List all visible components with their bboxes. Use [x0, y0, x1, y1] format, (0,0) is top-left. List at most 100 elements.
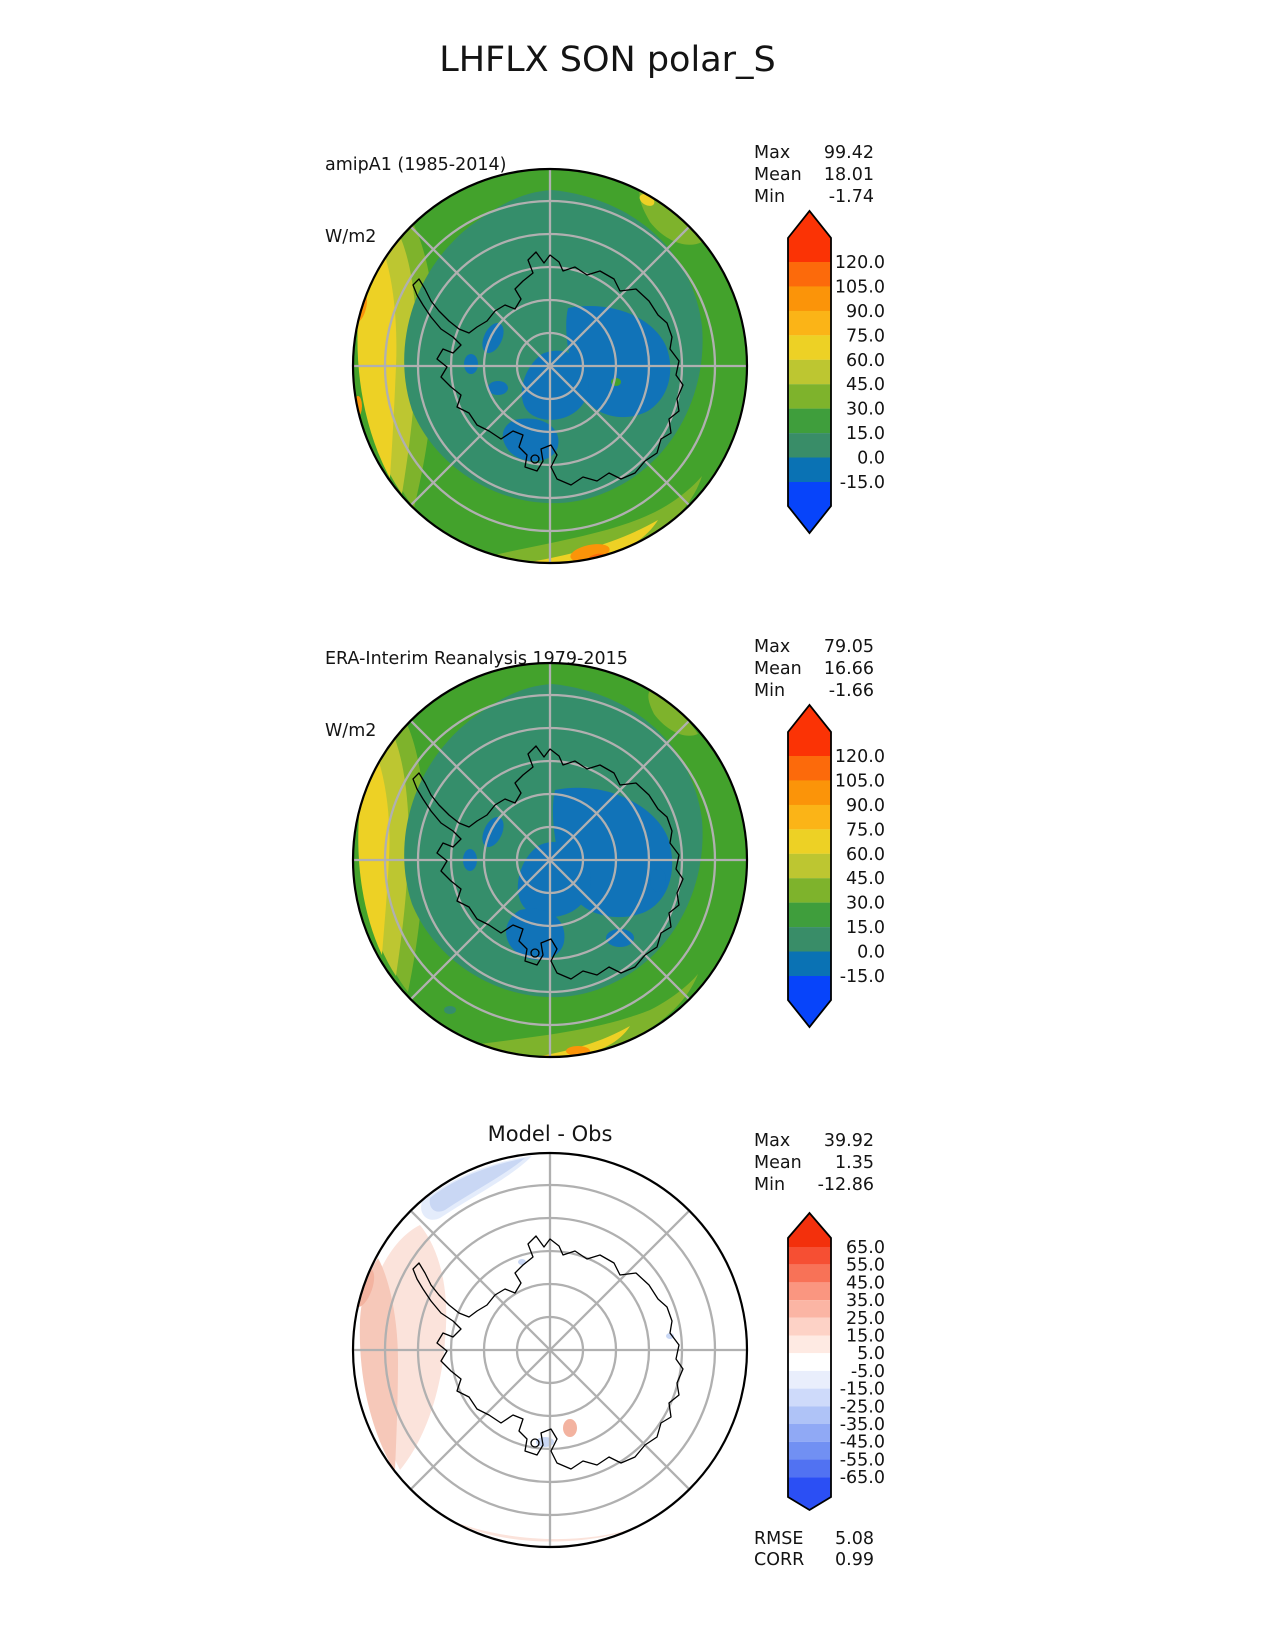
stat-value: 5.08 — [835, 1529, 874, 1549]
stat-label: Mean — [754, 659, 802, 679]
region-blue-spot — [488, 381, 508, 395]
colorbar-band — [788, 927, 831, 952]
panel-obs-units: W/m2 — [325, 721, 377, 741]
stat-row: Min -1.74 — [754, 186, 874, 208]
colorbar-tick: -15.0 — [840, 967, 885, 987]
colorbar-outline — [787, 703, 832, 1029]
figure-title: LHFLX SON polar_S — [439, 40, 776, 80]
colorbar-tick: 120.0 — [835, 253, 885, 273]
colorbar-band — [788, 1370, 831, 1389]
panel-model-units: W/m2 — [325, 227, 377, 247]
colorbar-outline — [787, 209, 832, 535]
stat-value: 16.66 — [823, 659, 874, 679]
colorbar-tick: 75.0 — [846, 820, 885, 840]
colorbar-tick: 65.0 — [846, 1238, 885, 1258]
map-boundary — [351, 167, 749, 565]
colorbar-band — [788, 1264, 831, 1283]
colorbar-band — [788, 384, 831, 409]
stat-label: Min — [754, 681, 786, 701]
region-lightblue-northwest — [429, 1158, 525, 1212]
stat-value: 1.35 — [835, 1153, 874, 1173]
colorbar-tick: -55.0 — [840, 1450, 885, 1470]
stat-value: 18.01 — [823, 165, 874, 185]
stat-label: Max — [754, 143, 791, 163]
region-teal-interior — [404, 684, 703, 998]
panel-diff-skill-scores: RMSE 5.08 CORR 0.99 — [754, 1529, 874, 1571]
colorbar-cap-top — [788, 705, 831, 756]
colorbar-cap-bottom — [788, 1477, 831, 1510]
colorbar-cap-bottom — [788, 976, 831, 1027]
colorbar-tick: 120.0 — [835, 747, 885, 767]
colorbar-band — [788, 902, 831, 928]
stat-label: Max — [754, 637, 791, 657]
region-blue-south — [502, 418, 559, 462]
colorbar-tick: 35.0 — [846, 1291, 885, 1311]
colorbar-band — [788, 286, 831, 311]
colorbar-cap-bottom — [788, 482, 831, 533]
map-diff — [351, 1151, 749, 1549]
colorbar-band — [788, 262, 831, 287]
colorbar-tick: 105.0 — [835, 277, 885, 297]
colorbar-tick: -15.0 — [840, 473, 885, 493]
stat-row: RMSE 5.08 — [754, 1529, 874, 1550]
colorbar-tick: 15.0 — [846, 1327, 885, 1347]
colorbar-diff: 65.0 55.0 45.0 35.0 25.0 15.0 5.0 -5.0 -… — [787, 1211, 885, 1512]
stat-row: Max 79.05 — [754, 636, 874, 658]
colorbar-band — [788, 335, 831, 360]
colorbar-tick: -65.0 — [840, 1468, 885, 1488]
stat-row: CORR 0.99 — [754, 1550, 874, 1571]
colorbar-band — [788, 804, 831, 830]
stat-label: Max — [754, 1131, 791, 1151]
colorbar-band — [788, 853, 831, 879]
colorbar-band — [788, 951, 831, 976]
colorbar-band — [788, 1317, 831, 1336]
colorbar-tick: -25.0 — [840, 1397, 885, 1417]
graticule — [351, 661, 749, 1059]
graticule — [351, 1151, 749, 1549]
colorbar-tick: 0.0 — [857, 943, 885, 963]
stat-label: Min — [754, 1175, 786, 1195]
region-palepink-south — [455, 1522, 635, 1542]
region-yellow-west — [358, 762, 390, 955]
panel-model-name: amipA1 (1985-2014) — [325, 155, 507, 175]
colorbar-band — [788, 433, 831, 458]
colorbar-band — [788, 1300, 831, 1318]
colorbar-tick: 25.0 — [846, 1309, 885, 1329]
colorbar-band — [788, 1406, 831, 1424]
stat-row: Mean 18.01 — [754, 164, 874, 186]
colorbar-band — [788, 1353, 831, 1371]
colorbar-tick: 45.0 — [846, 869, 885, 889]
stat-row: Max 99.42 — [754, 142, 874, 164]
colorbar-band — [788, 1335, 831, 1354]
colorbar-band — [788, 780, 831, 805]
stat-value: 99.42 — [823, 143, 874, 163]
colorbar-tick: 90.0 — [846, 302, 885, 322]
colorbar-band — [788, 310, 831, 336]
stat-row: Min -1.66 — [754, 680, 874, 702]
graticule — [351, 167, 749, 565]
stat-value: -1.74 — [828, 187, 874, 207]
region-pink-spot-ross — [563, 1419, 577, 1437]
region-blue-spot — [464, 354, 478, 374]
map-boundary — [351, 661, 749, 1059]
colorbar-tick: 15.0 — [846, 424, 885, 444]
colorbar-cap-top — [788, 211, 831, 262]
colorbar-tick: 90.0 — [846, 796, 885, 816]
panel-model-heading: amipA1 (1985-2014) W/m2 — [325, 105, 506, 297]
colorbar-band — [788, 1424, 831, 1442]
map-obs — [351, 661, 749, 1059]
region-blue-spot — [650, 868, 666, 892]
colorbar-model: 120.0 105.0 90.0 75.0 60.0 45.0 30.0 15.… — [787, 209, 885, 535]
colorbar-tick: 45.0 — [846, 1273, 885, 1293]
stat-row: Min -12.86 — [754, 1174, 874, 1196]
colorbar-band — [788, 1247, 831, 1265]
panel-obs-stats: Max 79.05 Mean 16.66 Min -1.66 — [754, 636, 874, 702]
region-blue-spot — [606, 929, 634, 947]
map-boundary — [351, 1151, 749, 1549]
colorbar-band — [788, 1282, 831, 1301]
colorbar-tick: 105.0 — [835, 771, 885, 791]
colorbar-outline — [787, 1211, 832, 1512]
panel-model-stats: Max 99.42 Mean 18.01 Min -1.74 — [754, 142, 874, 208]
colorbar-band — [788, 878, 831, 903]
